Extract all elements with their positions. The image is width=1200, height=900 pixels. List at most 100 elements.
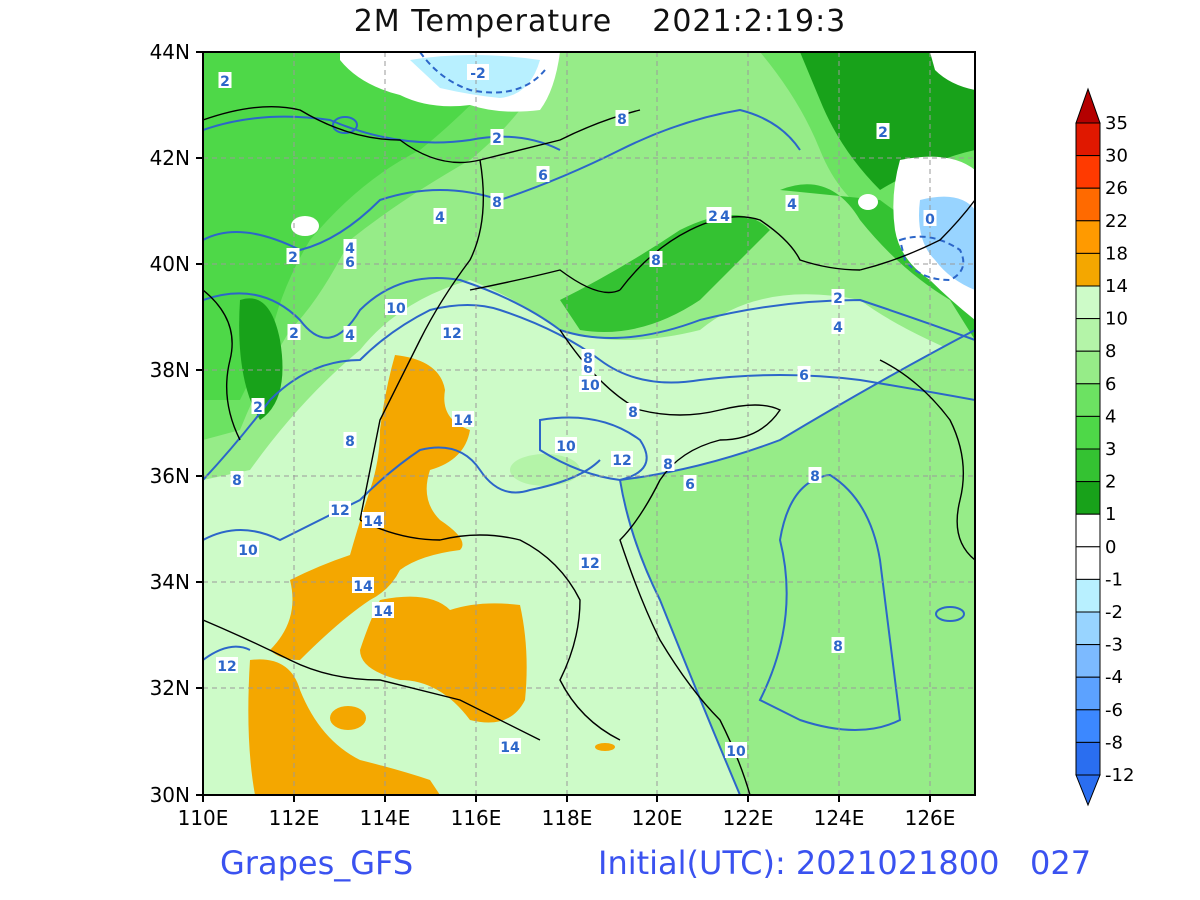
y-tick-label: 36N bbox=[150, 464, 190, 488]
coastline bbox=[619, 215, 861, 291]
colorbar-label: -12 bbox=[1105, 765, 1134, 786]
contour-line bbox=[539, 416, 648, 482]
contour-label: 8 bbox=[583, 351, 593, 367]
colorbar-box bbox=[1075, 220, 1101, 254]
colorbar-label: -1 bbox=[1105, 569, 1123, 590]
contour-label: 4 bbox=[833, 320, 843, 336]
colorbar-box bbox=[1075, 481, 1101, 515]
x-tick-label: 124E bbox=[814, 806, 865, 830]
contour-label: 2 bbox=[708, 209, 718, 225]
contour-label-bg bbox=[230, 471, 244, 487]
contour-label: 4 bbox=[720, 209, 730, 225]
boundary-line bbox=[469, 269, 621, 294]
field-cold-spot-2 bbox=[858, 194, 878, 210]
contour-label: 2 bbox=[833, 291, 843, 307]
field-ne-band-1 bbox=[800, 52, 975, 190]
contour-label: 4 bbox=[345, 241, 355, 257]
coastline-korea bbox=[879, 359, 975, 561]
contour-line bbox=[203, 277, 975, 341]
colorbar-label: 22 bbox=[1105, 211, 1128, 232]
colorbar-label: 30 bbox=[1105, 146, 1128, 167]
initial-time-label: Initial(UTC): 2021021800 bbox=[598, 844, 1000, 882]
contour-label: 2 bbox=[492, 131, 502, 147]
contour-label: 2 bbox=[288, 250, 298, 266]
contour-label: 10 bbox=[726, 744, 746, 760]
contour-line bbox=[935, 606, 965, 622]
colorbar-label: 8 bbox=[1105, 341, 1116, 362]
colorbar-label: 26 bbox=[1105, 178, 1128, 199]
contour-label: 6 bbox=[799, 368, 809, 384]
field-warm-spot bbox=[330, 706, 366, 730]
contour-label-bg bbox=[452, 411, 474, 427]
contour-label-bg bbox=[555, 437, 577, 453]
colorbar-label: -3 bbox=[1105, 635, 1123, 656]
y-tick-labels: 44N 42N 40N 38N 36N 34N 32N 30N bbox=[150, 40, 190, 807]
contour-label: 4 bbox=[435, 210, 445, 226]
colorbar-label: 1 bbox=[1105, 504, 1116, 525]
contour-label: 10 bbox=[238, 543, 258, 559]
contour-label: 14 bbox=[353, 579, 373, 595]
contour-label-bg bbox=[362, 512, 384, 528]
colorbar-box bbox=[1075, 578, 1101, 613]
colorbar-box bbox=[1075, 741, 1101, 776]
contour-label: -2 bbox=[470, 66, 486, 82]
boundary-line bbox=[203, 619, 541, 741]
contour-label-bg bbox=[372, 602, 394, 618]
contour-label-bg bbox=[718, 207, 732, 223]
contour-label-bg bbox=[831, 637, 845, 653]
x-tick-label: 122E bbox=[723, 806, 774, 830]
y-tick-label: 42N bbox=[150, 146, 190, 170]
contour-label: 2 bbox=[253, 400, 263, 416]
colorbar-label: 35 bbox=[1105, 113, 1128, 134]
contour-label: 8 bbox=[617, 112, 627, 128]
colorbar-label: 6 bbox=[1105, 374, 1116, 395]
colorbar-box bbox=[1075, 676, 1101, 711]
contour-label: 2 bbox=[878, 125, 888, 141]
plot-frame bbox=[202, 51, 976, 796]
field-cold-patch-corner bbox=[930, 52, 975, 90]
contour-label-bg bbox=[329, 501, 351, 517]
colorbar-label: 2 bbox=[1105, 472, 1116, 493]
contour-label: 2 bbox=[289, 326, 299, 342]
colorbar-box bbox=[1075, 644, 1101, 678]
contour-label: 8 bbox=[345, 434, 355, 450]
contour-label: 12 bbox=[217, 659, 236, 675]
contour-label: 4 bbox=[345, 328, 355, 344]
contour-line-negative bbox=[419, 52, 546, 94]
contour-label-bg bbox=[923, 210, 937, 226]
contour-label-bg bbox=[237, 541, 259, 557]
contour-label: 8 bbox=[651, 253, 661, 269]
contour-label-bg bbox=[579, 376, 601, 392]
colorbar-box bbox=[1075, 252, 1101, 287]
colorbar-label: 10 bbox=[1105, 309, 1128, 330]
contour-label-bg bbox=[876, 123, 890, 139]
contour-label: 10 bbox=[386, 301, 406, 317]
contour-label-bg bbox=[433, 208, 447, 224]
contour-label-bg bbox=[251, 398, 265, 414]
x-tick-label: 126E bbox=[905, 806, 956, 830]
contour-label-bg bbox=[216, 657, 238, 673]
contour-label: 12 bbox=[612, 453, 631, 469]
colorbar-box bbox=[1075, 611, 1101, 646]
field-sea-band bbox=[620, 330, 975, 795]
contour-label: 14 bbox=[373, 604, 393, 620]
colorbar-box bbox=[1075, 155, 1101, 189]
field-cool-patch-center bbox=[510, 454, 580, 486]
colorbar-box bbox=[1075, 448, 1101, 483]
x-tick-label: 120E bbox=[632, 806, 683, 830]
contour-label: 8 bbox=[810, 469, 820, 485]
colorbar-label: 14 bbox=[1105, 276, 1128, 297]
contour-label-bg bbox=[615, 110, 629, 126]
contour-label-bg bbox=[661, 455, 675, 471]
contour-label-bg bbox=[385, 299, 407, 315]
contour-label: 12 bbox=[442, 326, 461, 342]
contour-label-bg bbox=[683, 475, 697, 491]
y-tick-label: 32N bbox=[150, 676, 190, 700]
contour-label-bg bbox=[352, 577, 374, 593]
contour-line bbox=[203, 446, 601, 542]
boundary-line bbox=[203, 289, 241, 441]
contour-label: 6 bbox=[538, 168, 548, 184]
colorbar-box bbox=[1075, 187, 1101, 222]
